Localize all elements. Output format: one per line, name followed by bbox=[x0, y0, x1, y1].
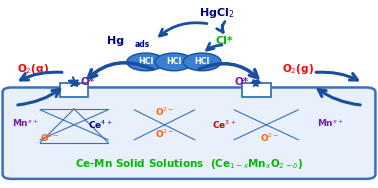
FancyArrowPatch shape bbox=[160, 23, 207, 36]
Ellipse shape bbox=[183, 53, 221, 71]
FancyArrowPatch shape bbox=[73, 80, 79, 85]
Text: Cl*: Cl* bbox=[216, 36, 234, 46]
Text: O*: O* bbox=[80, 77, 94, 87]
Ellipse shape bbox=[127, 53, 164, 71]
FancyArrowPatch shape bbox=[88, 63, 153, 78]
Text: HCl: HCl bbox=[166, 57, 181, 66]
Text: O$^{2-}$: O$^{2-}$ bbox=[40, 132, 59, 144]
Text: O$^{2-}$: O$^{2-}$ bbox=[155, 105, 174, 118]
Bar bbox=[242, 83, 271, 97]
Text: O$_2$(g): O$_2$(g) bbox=[17, 62, 49, 76]
FancyArrowPatch shape bbox=[69, 77, 76, 85]
FancyArrowPatch shape bbox=[20, 72, 62, 80]
FancyArrowPatch shape bbox=[217, 22, 225, 32]
Bar bbox=[60, 83, 88, 97]
FancyBboxPatch shape bbox=[3, 87, 375, 179]
Text: ads: ads bbox=[134, 40, 150, 49]
Ellipse shape bbox=[155, 53, 193, 71]
Text: O*: O* bbox=[235, 77, 249, 87]
FancyArrowPatch shape bbox=[18, 89, 60, 105]
FancyArrowPatch shape bbox=[207, 43, 222, 50]
Text: HgCl$_2$: HgCl$_2$ bbox=[200, 6, 235, 20]
Text: Mn$^{x+}$: Mn$^{x+}$ bbox=[317, 117, 344, 129]
Text: O$_2$(g): O$_2$(g) bbox=[282, 62, 314, 76]
Text: Ce$^{3+}$: Ce$^{3+}$ bbox=[212, 119, 237, 131]
Text: HCl: HCl bbox=[195, 57, 210, 66]
FancyArrowPatch shape bbox=[199, 64, 258, 78]
Text: Mn$^{x+}$: Mn$^{x+}$ bbox=[12, 117, 39, 129]
Text: O$^{2-}$: O$^{2-}$ bbox=[260, 132, 280, 144]
Text: Ce$^{4+}$: Ce$^{4+}$ bbox=[88, 119, 113, 131]
Text: O$^{2-}$: O$^{2-}$ bbox=[155, 128, 174, 140]
Text: Hg: Hg bbox=[107, 36, 124, 46]
Text: HCl: HCl bbox=[138, 57, 153, 66]
FancyArrowPatch shape bbox=[316, 72, 358, 80]
FancyArrowPatch shape bbox=[318, 89, 360, 105]
Text: Ce-Mn Solid Solutions  (Ce$_{1-x}$Mn$_x$O$_{2-\delta}$): Ce-Mn Solid Solutions (Ce$_{1-x}$Mn$_x$O… bbox=[75, 157, 303, 171]
